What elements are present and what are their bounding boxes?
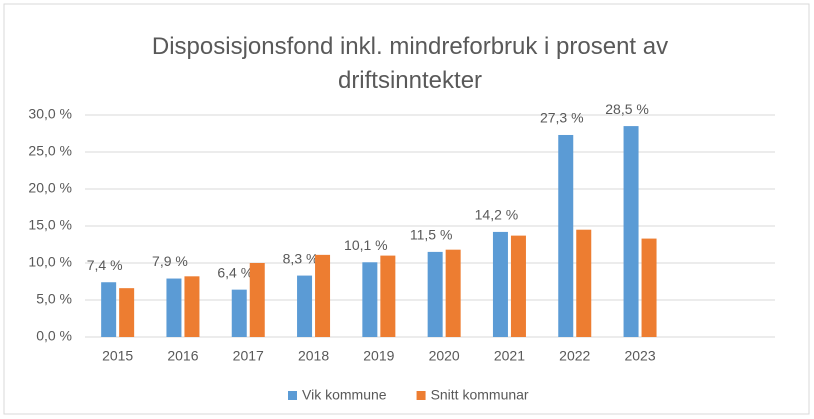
bar [492,231,508,337]
data-label: 10,1 % [344,237,388,253]
y-tick-label: 0,0 % [36,328,72,344]
bar [101,282,117,337]
data-label: 8,3 % [283,250,319,266]
y-tick-label: 15,0 % [28,217,72,233]
data-label: 7,9 % [152,253,188,269]
x-tick-label: 2018 [298,348,329,364]
y-tick-label: 5,0 % [36,291,72,307]
data-label: 11,5 % [410,227,453,243]
bar [558,134,574,337]
bar [249,263,265,337]
y-tick-label: 20,0 % [28,180,72,196]
bar [510,235,526,337]
bar [184,276,200,337]
x-tick-label: 2023 [624,348,655,364]
y-tick-label: 25,0 % [28,143,72,159]
x-tick-label: 2016 [167,348,198,364]
x-tick-label: 2022 [559,348,590,364]
bar [427,251,443,337]
bar [315,254,331,337]
chart-border [3,3,810,415]
legend-swatch [416,391,426,400]
bar [362,262,378,337]
x-tick-label: 2019 [363,348,394,364]
legend-swatch [288,391,297,400]
data-label: 14,2 % [475,207,519,223]
x-tick-label: 2020 [429,348,460,364]
bar [119,288,135,337]
x-tick-label: 2017 [233,348,264,364]
bar [641,238,657,337]
x-tick-label: 2015 [102,348,133,364]
legend-label: Snitt kommunar [431,387,529,403]
legend-label: Vik kommune [302,387,387,403]
chart-title: Disposisjonsfond inkl. mindreforbruk i p… [151,33,669,94]
bar [380,255,396,337]
bar [576,229,592,337]
data-label: 28,5 % [605,101,649,117]
bar [445,249,461,337]
bar [166,278,182,337]
data-label: 27,3 % [540,110,584,126]
y-tick-label: 30,0 % [28,106,72,122]
bar [231,289,247,337]
x-tick-label: 2021 [494,348,525,364]
bar [623,126,639,337]
data-label: 6,4 % [217,264,253,280]
bar [297,275,313,337]
data-label: 7,4 % [87,257,123,273]
y-tick-label: 10,0 % [28,254,72,270]
